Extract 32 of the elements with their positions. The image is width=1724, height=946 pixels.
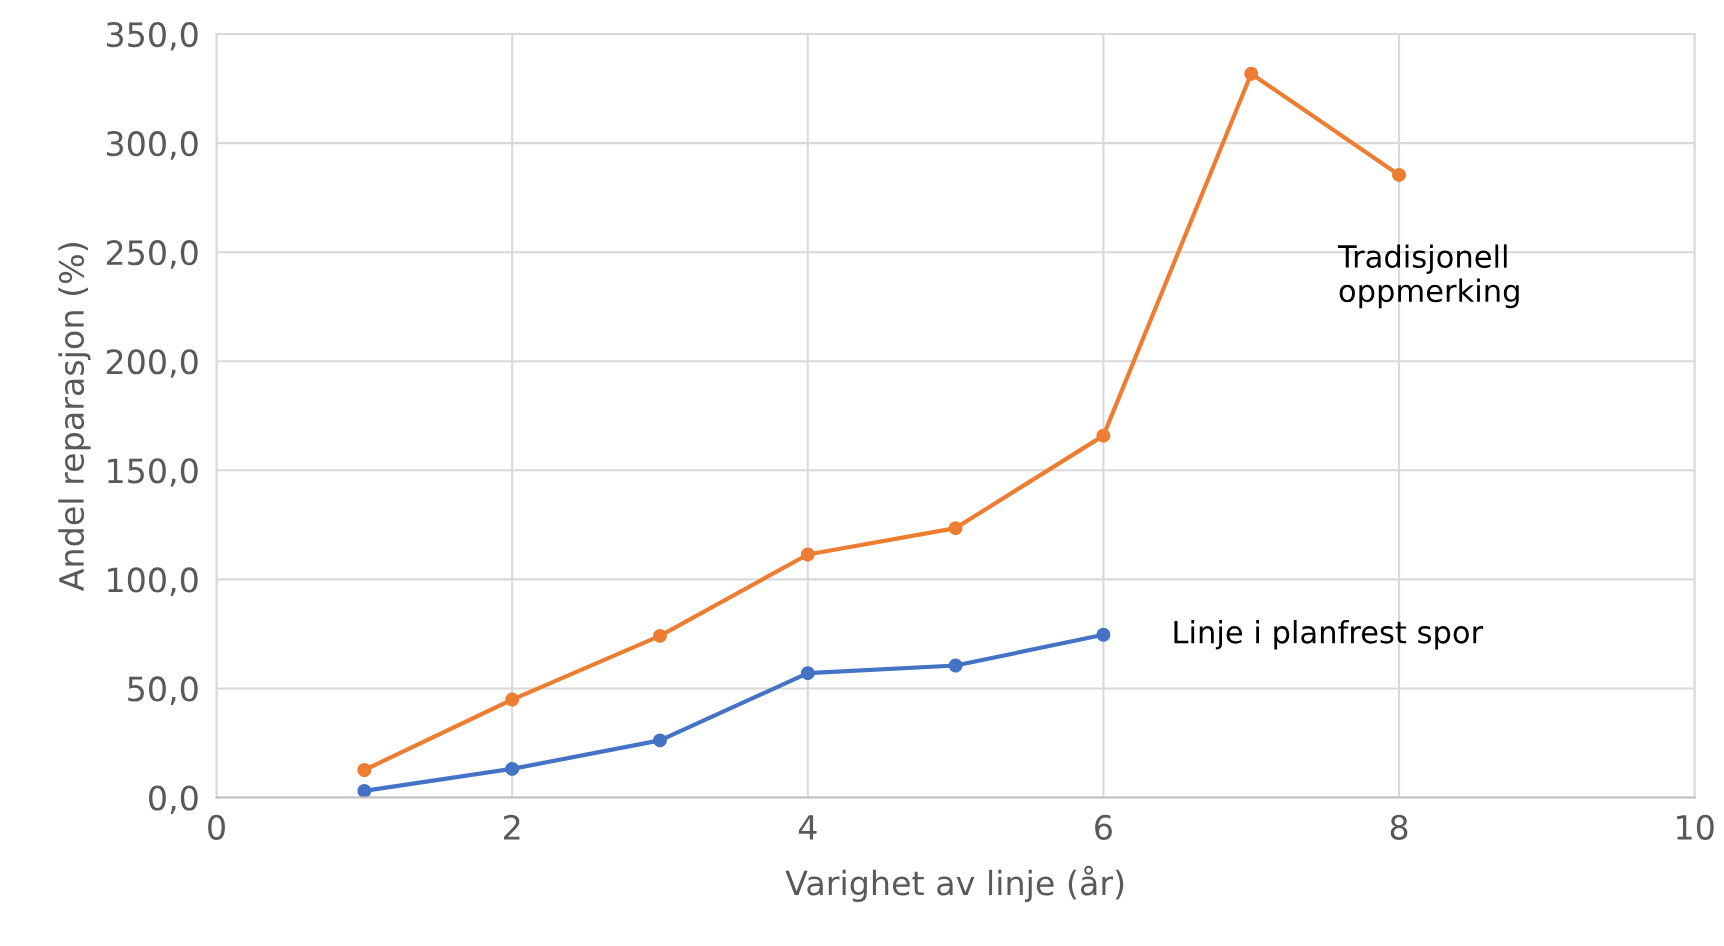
point: [357, 783, 372, 798]
point: [1096, 627, 1111, 642]
text: Tradisjonell oppmerking: [1337, 244, 1519, 309]
x-tick-label: 8: [1390, 814, 1408, 840]
text: Linje i planfrest spor: [1174, 619, 1484, 650]
point: [505, 761, 520, 776]
x-tick-label: 0: [208, 814, 225, 840]
point: [948, 521, 963, 536]
x-tick-label: 2: [504, 814, 520, 840]
y-tick-label: 350,0: [106, 21, 198, 51]
x-tick-label: 4: [798, 815, 817, 840]
point: [505, 692, 520, 707]
x-axis-title: Varighet av linje (år): [785, 865, 1124, 903]
y-tick-label: 50,0: [128, 676, 198, 705]
y-axis-title: Andel reparasjon (%): [58, 243, 91, 592]
point: [653, 628, 667, 643]
point: [357, 763, 372, 777]
point: [1096, 428, 1111, 443]
x-tick-label: 6: [1095, 814, 1112, 840]
point: [1392, 168, 1406, 182]
point: [948, 658, 963, 673]
y-tick-label: 150,0: [108, 458, 198, 487]
y-tick-label: 0,0: [149, 785, 198, 815]
x-tick-label: 10: [1677, 814, 1714, 840]
y-tick-label: 300,0: [106, 131, 198, 160]
point: [800, 666, 815, 681]
y-tick-label: 100,0: [108, 567, 198, 596]
point: [800, 547, 815, 562]
point: [1244, 66, 1259, 81]
y-tick-label: 200,0: [106, 349, 198, 378]
y-tick-label: 250,0: [106, 240, 198, 269]
point: [653, 733, 667, 748]
